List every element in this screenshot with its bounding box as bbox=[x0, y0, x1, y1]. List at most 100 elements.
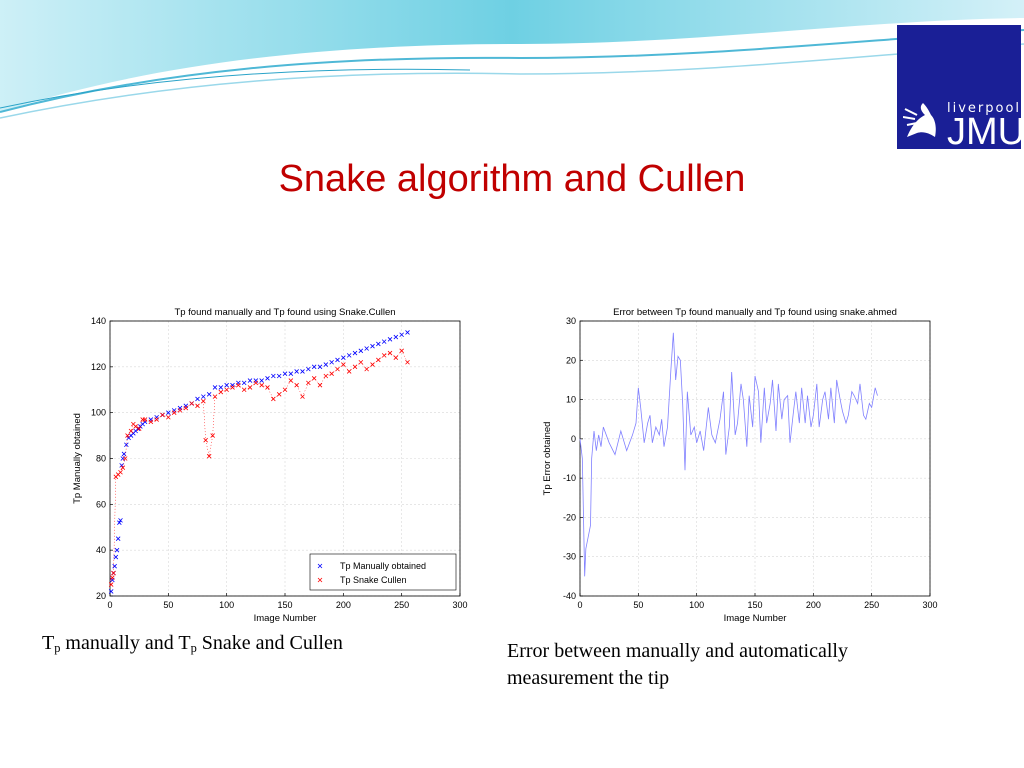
data-point bbox=[111, 570, 116, 576]
x-tick-label: 200 bbox=[336, 600, 351, 610]
y-tick-label: 120 bbox=[91, 362, 106, 372]
header-wave-decoration bbox=[0, 0, 1024, 119]
data-point bbox=[166, 410, 171, 415]
data-point bbox=[271, 373, 276, 379]
chart-tp-error: Error between Tp found manually and Tp f… bbox=[540, 307, 940, 625]
data-point bbox=[128, 428, 134, 434]
x-tick-label: 300 bbox=[922, 600, 937, 610]
y-tick-label: 20 bbox=[566, 355, 576, 365]
chart-svg: Error between Tp found manually and Tp f… bbox=[542, 307, 938, 624]
data-point bbox=[142, 417, 148, 422]
legend-label: Tp Manually obtained bbox=[340, 561, 426, 571]
data-point bbox=[206, 392, 212, 397]
chart-title: Tp found manually and Tp found using Sna… bbox=[174, 307, 395, 318]
data-point bbox=[323, 362, 329, 367]
data-point bbox=[241, 380, 247, 386]
data-point bbox=[311, 364, 317, 370]
chart-title: Error between Tp found manually and Tp f… bbox=[613, 307, 897, 318]
series-line bbox=[579, 332, 878, 577]
data-point bbox=[114, 547, 120, 553]
data-point bbox=[210, 433, 215, 438]
data-point bbox=[113, 554, 119, 560]
data-point bbox=[271, 396, 276, 402]
data-point bbox=[317, 364, 323, 370]
x-tick-label: 100 bbox=[219, 600, 234, 610]
data-point bbox=[154, 417, 159, 422]
data-point bbox=[189, 401, 194, 406]
data-point bbox=[393, 334, 399, 340]
x-tick-label: 200 bbox=[806, 600, 821, 610]
logo-small-text: liverpool bbox=[947, 101, 1022, 116]
data-point bbox=[183, 405, 189, 411]
x-tick-label: 250 bbox=[394, 600, 409, 610]
data-point bbox=[206, 453, 212, 459]
data-point bbox=[405, 330, 410, 335]
y-tick-label: -20 bbox=[563, 512, 576, 522]
data-point bbox=[288, 371, 294, 376]
data-point bbox=[399, 332, 404, 338]
y-tick-label: -30 bbox=[563, 552, 576, 562]
legend-label: Tp Snake Cullen bbox=[340, 575, 407, 585]
x-tick-label: 150 bbox=[747, 600, 762, 610]
data-point bbox=[177, 408, 183, 413]
data-point bbox=[108, 589, 114, 594]
chart-tp-manual-vs-snake: Tp found manually and Tp found using Sna… bbox=[70, 307, 470, 625]
y-tick-label: 10 bbox=[566, 395, 576, 405]
y-tick-label: -10 bbox=[563, 473, 576, 483]
caption-left: Tp manually and Tp Snake and Cullen bbox=[42, 632, 343, 656]
y-tick-label: 0 bbox=[571, 434, 576, 444]
caption-right: Error between manually and automatically… bbox=[507, 640, 848, 689]
x-axis-label: Image Number bbox=[254, 613, 317, 624]
data-point bbox=[370, 343, 375, 349]
data-point bbox=[115, 536, 121, 541]
data-point bbox=[341, 355, 346, 360]
data-point bbox=[112, 563, 117, 569]
x-tick-label: 300 bbox=[452, 600, 467, 610]
data-point bbox=[282, 371, 288, 376]
y-tick-label: 60 bbox=[96, 499, 106, 509]
data-point bbox=[376, 341, 381, 347]
data-point bbox=[247, 385, 253, 390]
data-point bbox=[166, 414, 171, 420]
data-point bbox=[329, 359, 334, 365]
legend-marker bbox=[317, 563, 323, 569]
x-tick-label: 0 bbox=[577, 600, 582, 610]
data-point bbox=[218, 389, 224, 395]
chart-svg: Tp found manually and Tp found using Sna… bbox=[72, 307, 468, 624]
y-tick-label: 80 bbox=[96, 454, 106, 464]
data-point bbox=[201, 394, 206, 399]
data-point bbox=[265, 385, 270, 390]
y-tick-label: 30 bbox=[566, 316, 576, 326]
y-tick-label: -40 bbox=[563, 591, 576, 601]
data-point bbox=[381, 339, 387, 344]
y-tick-label: 40 bbox=[96, 545, 106, 555]
data-point bbox=[118, 518, 123, 523]
plot-frame bbox=[579, 320, 931, 597]
y-tick-label: 140 bbox=[91, 316, 106, 326]
x-tick-label: 0 bbox=[107, 600, 112, 610]
x-tick-label: 50 bbox=[163, 600, 173, 610]
data-point bbox=[276, 373, 282, 379]
y-axis-label: Tp Error obtained bbox=[542, 422, 553, 496]
data-point bbox=[259, 378, 264, 383]
data-point bbox=[259, 382, 264, 388]
y-axis-label: Tp Manually obtained bbox=[72, 413, 83, 504]
data-point bbox=[381, 353, 387, 358]
data-point bbox=[224, 382, 229, 388]
x-tick-label: 250 bbox=[864, 600, 879, 610]
data-point bbox=[125, 433, 130, 438]
x-axis-label: Image Number bbox=[724, 613, 787, 624]
legend-box bbox=[309, 553, 457, 591]
y-tick-label: 100 bbox=[91, 408, 106, 418]
x-tick-label: 100 bbox=[689, 600, 704, 610]
y-tick-label: 20 bbox=[96, 591, 106, 601]
data-point bbox=[346, 353, 352, 358]
data-point bbox=[108, 582, 114, 587]
data-point bbox=[300, 369, 305, 374]
data-point bbox=[212, 385, 218, 390]
data-point bbox=[136, 426, 142, 431]
data-point bbox=[117, 520, 122, 525]
logo-big-text: JMU bbox=[947, 111, 1024, 153]
data-point bbox=[294, 369, 299, 374]
liver-bird-icon bbox=[903, 103, 936, 137]
